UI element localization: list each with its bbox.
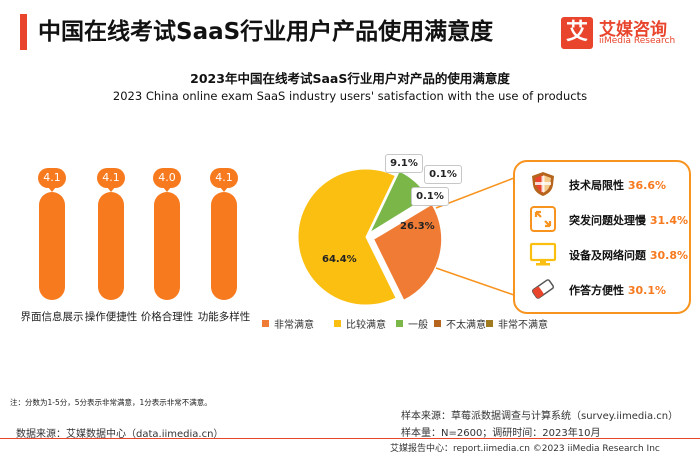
bar-3 xyxy=(154,192,180,300)
legend-item: 一般 xyxy=(396,316,428,331)
bar-2 xyxy=(98,192,124,300)
iimedia-logo: 艾 艾媒咨询 iiMedia Research xyxy=(561,15,691,51)
reason-value: 30.8% xyxy=(649,249,689,262)
footnote: 注：分数为1-5分，5分表示非常满意，1分表示非常不满意。 xyxy=(10,398,212,407)
bar-category-label: 功能多样性 xyxy=(197,311,251,323)
legend-label: 不太满意 xyxy=(446,320,486,331)
legend-swatch xyxy=(486,320,493,327)
reason-label: 技术局限性 36.6% xyxy=(569,179,667,192)
footer-text: 艾媒报告中心：report.iimedia.cn ©2023 iiMedia R… xyxy=(390,444,660,454)
monitor-icon xyxy=(529,242,557,266)
logo-text-en: iiMedia Research xyxy=(599,36,676,46)
pie-value-callout: 0.1% xyxy=(424,165,462,184)
legend-item: 非常满意 xyxy=(262,316,314,331)
reason-label: 作答方便性 30.1% xyxy=(569,284,667,297)
bar-category-label: 界面信息展示 xyxy=(20,311,84,323)
legend-swatch xyxy=(262,320,269,327)
reason-value: 36.6% xyxy=(627,179,667,192)
bar-1 xyxy=(39,192,65,300)
legend-item: 比较满意 xyxy=(334,316,386,331)
reason-item: 技术局限性 36.6% xyxy=(529,170,689,200)
logo-mark: 艾 xyxy=(561,17,593,49)
pie-value-callout: 0.1% xyxy=(411,187,449,206)
chart-subtitle: 2023 China online exam SaaS industry use… xyxy=(112,89,588,103)
legend-label: 一般 xyxy=(408,320,428,331)
pie-slice-2 xyxy=(297,168,397,306)
pie-value-label: 26.3% xyxy=(400,221,435,232)
dissatisfaction-reasons-panel: 技术局限性 36.6% 突发问题处理慢 31.4% 设备及网络问题 30.8% … xyxy=(513,160,691,314)
reason-item: 设备及网络问题 30.8% xyxy=(529,240,689,270)
pie-slice-1 xyxy=(373,203,443,301)
legend-label: 比较满意 xyxy=(346,320,386,331)
data-source: 数据来源：艾媒数据中心（data.iimedia.cn） xyxy=(16,429,224,440)
bar-value-label: 4.0 xyxy=(153,168,181,192)
pie-value-label: 64.4% xyxy=(322,254,357,265)
expand-arrows-icon xyxy=(530,206,556,232)
reason-value: 30.1% xyxy=(627,284,667,297)
bar-category-label: 操作便捷性 xyxy=(84,311,138,323)
sample-size: 样本量：N=2600；调研时间：2023年10月 xyxy=(401,428,601,439)
logo-text-cn: 艾媒咨询 xyxy=(599,20,667,40)
connector-line xyxy=(435,267,515,296)
pie-value-callout: 9.1% xyxy=(385,154,423,173)
page-title: 中国在线考试SaaS行业用户产品使用满意度 xyxy=(38,19,494,45)
bar-4 xyxy=(211,192,237,300)
legend-label: 非常满意 xyxy=(274,320,314,331)
legend-item: 非常不满意 xyxy=(486,316,548,331)
bar-value-label: 4.1 xyxy=(97,168,125,192)
bar-value-label: 4.1 xyxy=(210,168,238,192)
legend-swatch xyxy=(396,320,403,327)
reason-label: 突发问题处理慢 31.4% xyxy=(569,214,689,227)
legend-label: 非常不满意 xyxy=(498,320,548,331)
reason-value: 31.4% xyxy=(649,214,689,227)
legend-swatch xyxy=(334,320,341,327)
reason-label: 设备及网络问题 30.8% xyxy=(569,249,689,262)
bar-category-label: 价格合理性 xyxy=(140,311,194,323)
sample-source: 样本来源：草莓派数据调查与计算系统（survey.iimedia.cn） xyxy=(401,411,679,422)
reason-item: 突发问题处理慢 31.4% xyxy=(529,205,689,235)
chart-title: 2023年中国在线考试SaaS行业用户对产品的使用满意度 xyxy=(190,71,510,86)
connector-line xyxy=(435,177,515,209)
bar-value-label: 4.1 xyxy=(38,168,66,192)
title-accent-bar xyxy=(20,14,27,50)
legend-swatch xyxy=(434,320,441,327)
eraser-icon xyxy=(531,279,555,299)
legend-item: 不太满意 xyxy=(434,316,486,331)
footer-divider xyxy=(0,438,700,439)
reason-item: 作答方便性 30.1% xyxy=(529,275,689,305)
shield-icon xyxy=(532,172,554,196)
